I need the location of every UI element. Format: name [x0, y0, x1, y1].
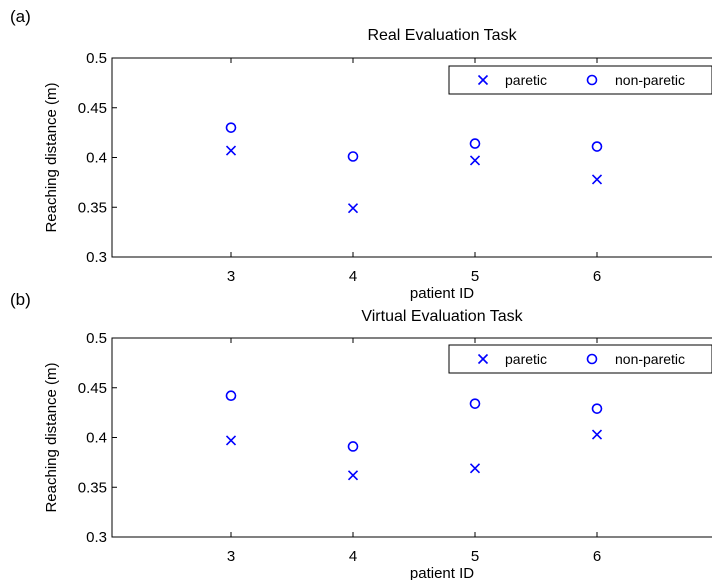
- legend-box: [448, 65, 712, 95]
- legend: paretic non-paretic: [448, 65, 712, 95]
- y-tick-label: 0.45: [78, 380, 107, 397]
- chart-panel-b: (b) Virtual Evaluation Task 0.3 0.35 0.4 0.45…: [10, 290, 712, 580]
- data-point-non-paretic: [591, 141, 603, 152]
- legend-label-non-paretic: non-paretic: [615, 351, 685, 367]
- data-point-non-paretic: [591, 403, 603, 414]
- x-axis-label: patient ID: [410, 285, 474, 302]
- data-point-non-paretic: [347, 151, 359, 162]
- y-tick-label: 0.5: [86, 50, 107, 67]
- x-stroke: [347, 203, 359, 214]
- chart-panel-a: (a) Real Evaluation Task 0.3 0.35 0.4 0.45 0.5…: [10, 7, 712, 302]
- y-tick-label: 0.4: [86, 430, 107, 447]
- x-tick-label: 6: [593, 268, 601, 285]
- data-point-paretic: [347, 470, 359, 481]
- legend-marker-paretic: [477, 74, 489, 86]
- legend-marker-paretic: [477, 353, 489, 365]
- x-tick-label: 4: [349, 268, 357, 285]
- data-point-non-paretic: [225, 390, 237, 402]
- x-stroke: [469, 155, 481, 166]
- x-stroke: [477, 74, 489, 86]
- y-axis-label: Reaching distance (m): [43, 82, 60, 232]
- x-axis-label: patient ID: [410, 565, 474, 580]
- data-point-paretic: [591, 174, 603, 185]
- y-tick-label: 0.4: [86, 150, 107, 167]
- x-stroke: [225, 145, 237, 156]
- y-tick-label: 0.35: [78, 479, 107, 496]
- panel-label: (a): [10, 7, 31, 26]
- x-stroke: [469, 463, 481, 474]
- x-stroke: [591, 174, 603, 185]
- panel-label: (b): [10, 290, 31, 309]
- y-tick-label: 0.35: [78, 199, 107, 216]
- legend-label-paretic: paretic: [505, 72, 547, 88]
- x-tick-label: 3: [227, 548, 235, 565]
- x-stroke: [347, 470, 359, 481]
- data-point-non-paretic: [225, 122, 237, 133]
- data-point-paretic: [225, 435, 237, 446]
- data-point-paretic: [225, 145, 237, 156]
- data-point-non-paretic: [347, 441, 359, 452]
- x-tick-label: 4: [349, 548, 357, 565]
- legend-label-non-paretic: non-paretic: [615, 72, 685, 88]
- legend-marker-non-paretic: [586, 74, 598, 86]
- data-point-paretic: [347, 203, 359, 214]
- x-stroke: [225, 435, 237, 446]
- data-point-non-paretic: [469, 398, 481, 409]
- x-stroke: [591, 429, 603, 440]
- y-tick-label: 0.5: [86, 330, 107, 347]
- x-tick-label: 5: [471, 268, 479, 285]
- x-stroke: [477, 353, 489, 365]
- legend-label-paretic: paretic: [505, 351, 547, 367]
- y-tick-label: 0.3: [86, 529, 107, 546]
- chart-title: Virtual Evaluation Task: [361, 308, 523, 325]
- data-point-paretic: [469, 155, 481, 166]
- legend: paretic non-paretic: [448, 344, 712, 374]
- y-tick-label: 0.45: [78, 100, 107, 117]
- x-tick-label: 3: [227, 268, 235, 285]
- y-axis-label: Reaching distance (m): [43, 362, 60, 512]
- legend-marker-non-paretic: [586, 353, 598, 365]
- legend-box: [448, 344, 712, 374]
- chart-title: Real Evaluation Task: [367, 27, 517, 44]
- data-point-paretic: [591, 429, 603, 440]
- x-tick-label: 5: [471, 548, 479, 565]
- data-point-paretic: [469, 463, 481, 474]
- y-tick-label: 0.3: [86, 249, 107, 266]
- x-tick-label: 6: [593, 548, 601, 565]
- data-point-non-paretic: [469, 138, 481, 149]
